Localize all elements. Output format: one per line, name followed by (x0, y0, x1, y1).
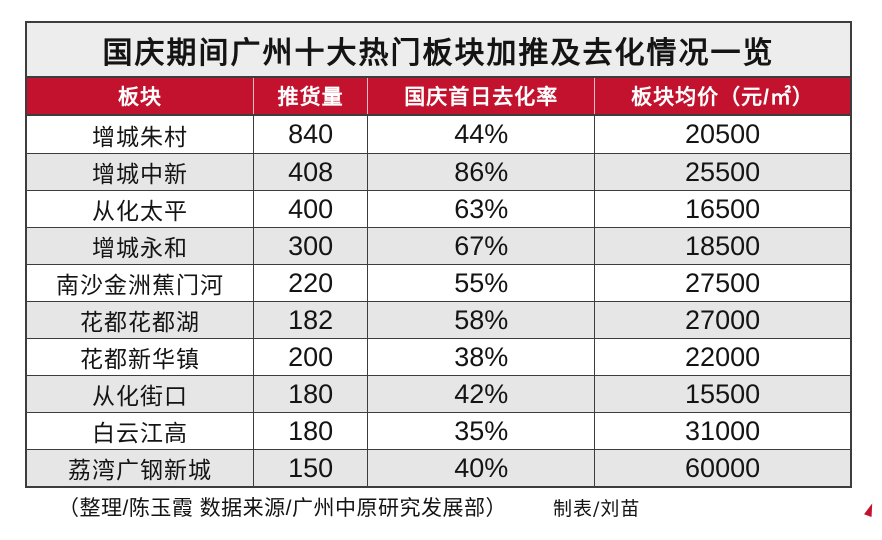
cell-district: 南沙金洲蕉门河 (55, 272, 224, 298)
table-row: 增城永和 300 67% 18500 (27, 227, 850, 264)
cell-rate: 44% (367, 116, 594, 153)
cell-price: 15500 (594, 376, 850, 412)
header-supply: 推货量 (252, 78, 367, 114)
cell-rate: 86% (367, 154, 594, 190)
cell-supply: 840 (252, 116, 367, 153)
cell-price: 60000 (594, 450, 850, 486)
cell-rate: 38% (367, 339, 594, 375)
table-row: 从化太平 400 63% 16500 (27, 190, 850, 227)
table-row: 花都花都湖 182 58% 27000 (27, 301, 850, 338)
cell-price: 25500 (594, 154, 850, 190)
data-table: 国庆期间广州十大热门板块加推及去化情况一览 板块 推货量 国庆首日去化率 板块均… (25, 21, 852, 488)
cell-district: 荔湾广钢新城 (67, 457, 212, 483)
cell-supply: 182 (252, 302, 367, 338)
cell-district: 从化太平 (91, 198, 188, 224)
cell-district: 花都花都湖 (79, 309, 200, 335)
cell-rate: 35% (367, 413, 594, 449)
table-row: 南沙金洲蕉门河 220 55% 27500 (27, 264, 850, 301)
cell-price: 16500 (594, 191, 850, 227)
cell-district: 从化街口 (91, 383, 188, 409)
cell-supply: 220 (252, 265, 367, 301)
header-avg-price: 板块均价（元/㎡） (594, 78, 850, 114)
cell-rate: 67% (367, 228, 594, 264)
cell-district: 白云江高 (91, 420, 188, 446)
credits-text: （整理/陈玉霞 数据来源/广州中原研究发展部） (58, 497, 508, 520)
cell-price: 22000 (594, 339, 850, 375)
header-absorption-rate: 国庆首日去化率 (367, 78, 594, 114)
table-row: 花都新华镇 200 38% 22000 (27, 338, 850, 375)
cell-supply: 400 (252, 191, 367, 227)
cell-supply: 180 (252, 376, 367, 412)
cell-rate: 42% (367, 376, 594, 412)
table-row: 从化街口 180 42% 15500 (27, 375, 850, 412)
cell-rate: 58% (367, 302, 594, 338)
cell-district: 增城中新 (91, 161, 188, 187)
cell-district: 花都新华镇 (79, 346, 200, 372)
cell-district: 增城朱村 (91, 123, 188, 150)
table-header-row: 板块 推货量 国庆首日去化率 板块均价（元/㎡） (27, 78, 850, 116)
cell-rate: 55% (367, 265, 594, 301)
cell-price: 27000 (594, 302, 850, 338)
cell-supply: 200 (252, 339, 367, 375)
header-district: 板块 (117, 86, 162, 109)
cell-price: 31000 (594, 413, 850, 449)
table-row: 增城中新 408 86% 25500 (27, 153, 850, 190)
red-corner-mark (864, 502, 876, 517)
cell-supply: 180 (252, 413, 367, 449)
table-row: 荔湾广钢新城 150 40% 60000 (27, 449, 850, 486)
table-row: 白云江高 180 35% 31000 (27, 412, 850, 449)
footer-credits: （整理/陈玉霞 数据来源/广州中原研究发展部） 制表/刘苗 (58, 492, 848, 522)
tabulator-credit: 制表/刘苗 (553, 498, 641, 520)
cell-district: 增城永和 (91, 235, 188, 261)
cell-price: 18500 (594, 228, 850, 264)
table-row: 增城朱村 840 44% 20500 (27, 116, 850, 153)
cell-rate: 40% (367, 450, 594, 486)
cell-price: 27500 (594, 265, 850, 301)
cell-price: 20500 (594, 116, 850, 153)
cell-rate: 63% (367, 191, 594, 227)
cell-supply: 150 (252, 450, 367, 486)
cell-supply: 408 (252, 154, 367, 190)
table-title: 国庆期间广州十大热门板块加推及去化情况一览 (27, 23, 850, 78)
cell-supply: 300 (252, 228, 367, 264)
